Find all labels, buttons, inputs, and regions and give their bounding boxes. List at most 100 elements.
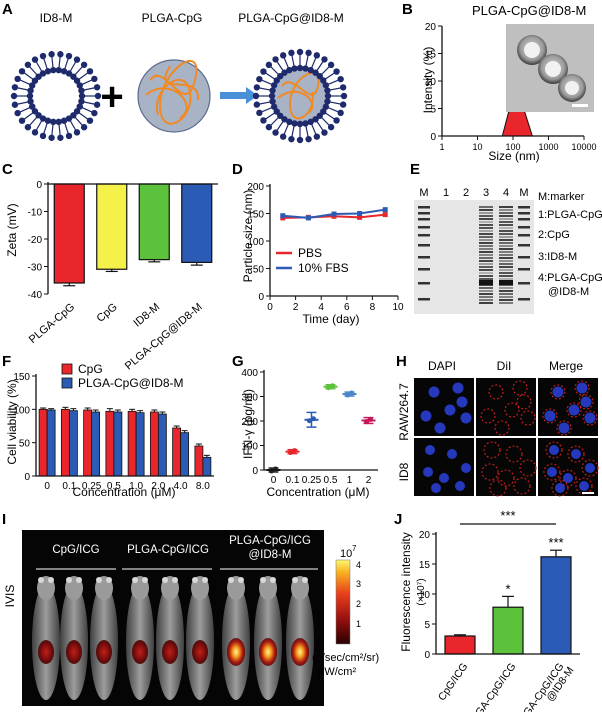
- lipid-head-outer: [296, 48, 304, 56]
- gel-legend-item: 4:PLGA-CpG: [538, 272, 602, 284]
- nucleus: [425, 445, 435, 455]
- lipid-head-inner: [50, 118, 57, 126]
- fluorescence-signal: [162, 640, 178, 664]
- chart-c-category-label: ID8-M: [132, 301, 163, 329]
- chart-f-ytick-label: 50: [19, 439, 31, 450]
- chart-g-ytick-label: 100: [241, 442, 258, 453]
- protein-band: [499, 236, 513, 238]
- chart-f-legend-swatch: [61, 363, 73, 375]
- chart-f-category-label: 2.0: [151, 481, 165, 492]
- chart-f-category-label: 0.1: [62, 481, 76, 492]
- chart-b-title: PLGA-CpG@ID8-M: [472, 3, 586, 18]
- chart-j: CpG/ICGPLGA-CpG/ICGPLGA-CpG/ICG@ID8-M***…: [419, 508, 580, 717]
- lipid-head-inner: [320, 77, 327, 84]
- lipid-head-inner: [65, 70, 73, 77]
- chart-d-ylabel: Particle size (nm): [241, 190, 255, 283]
- lipid-tail: [22, 111, 35, 121]
- nucleus: [555, 483, 565, 493]
- fluorescence-signal: [227, 638, 245, 666]
- viability-bar: [38, 408, 48, 477]
- chart-b-ytick-label: 10: [425, 77, 437, 88]
- lipid-head-outer: [86, 68, 94, 75]
- protein-band: [499, 260, 513, 262]
- membrane-stain: [543, 463, 561, 481]
- lipid-tail: [257, 87, 272, 91]
- membrane-stain: [574, 380, 590, 396]
- lipid-head-inner: [302, 65, 309, 72]
- chart-d-point: [357, 211, 363, 216]
- membrane-stain: [578, 394, 594, 410]
- nucleus: [568, 404, 580, 416]
- lipid-head-outer: [305, 49, 312, 57]
- ifn-point: [368, 417, 373, 423]
- lipid-head-outer: [86, 117, 94, 124]
- lipid-head-inner: [273, 77, 280, 84]
- chart-g-category-label: 1: [347, 475, 353, 486]
- lipid-head-outer: [321, 129, 328, 136]
- nucleus: [579, 481, 589, 491]
- chart-b-ytick-label: 0: [430, 132, 436, 143]
- nucleus: [585, 463, 595, 473]
- lipid-head-outer: [340, 92, 348, 100]
- gel-lane-label: 4: [503, 187, 509, 199]
- lipid-head-outer: [39, 52, 47, 60]
- lipid-tail: [15, 86, 30, 91]
- lipid-head-outer: [18, 117, 26, 124]
- lipid-tail: [68, 60, 78, 73]
- marker-band: [518, 282, 530, 285]
- lipid-head-inner: [307, 66, 314, 74]
- protein-band: [499, 263, 513, 265]
- fluorescence-bar: [492, 606, 524, 655]
- chart-g-category-label: 2: [366, 475, 372, 486]
- lipid-tail: [28, 115, 39, 127]
- chart-b-ytick-label: 15: [425, 50, 437, 61]
- protein-band: [479, 245, 493, 247]
- lipid-tail: [42, 121, 49, 136]
- membrane-stain: [551, 479, 569, 497]
- lipid-tail: [80, 106, 94, 114]
- lipid-head-outer: [57, 51, 64, 58]
- lipid-head-outer: [339, 84, 347, 91]
- protein-band: [479, 266, 493, 268]
- marker-band: [418, 226, 430, 229]
- marker-band: [518, 218, 530, 221]
- protein-band: [499, 227, 513, 229]
- lipid-head-inner: [65, 115, 73, 122]
- lipid-tail: [73, 65, 84, 77]
- chart-f-ytick-label: 150: [13, 372, 30, 383]
- lipid-head-outer: [333, 117, 340, 124]
- panel-letter-j: J: [394, 511, 402, 528]
- lipid-head-outer: [296, 136, 304, 144]
- lipid-head-inner: [316, 112, 323, 119]
- protein-band: [499, 257, 513, 259]
- chart-f-xlabel: Concentration (μM): [73, 485, 176, 499]
- chart-d-point: [382, 207, 388, 213]
- lipid-head-inner: [291, 65, 298, 72]
- lipid-tail: [77, 111, 90, 121]
- lipid-head-outer: [313, 133, 321, 140]
- lipid-head-outer: [91, 75, 98, 83]
- protein-band: [479, 299, 493, 301]
- lipid-tail: [305, 124, 309, 139]
- protein-band: [499, 230, 513, 232]
- membrane-stain: [556, 420, 572, 436]
- lipid-head-outer: [24, 124, 32, 131]
- lipid-head-inner: [270, 82, 278, 89]
- lipid-head-outer: [14, 109, 21, 117]
- lipid-tail: [320, 65, 331, 76]
- chart-d-point: [280, 213, 286, 219]
- microscopy-grid: [414, 378, 599, 497]
- protein-band: [499, 296, 513, 298]
- lipid-head-outer: [39, 132, 47, 140]
- lipid-tail: [34, 119, 44, 132]
- panel-j: J Fluorescence intensity (×10⁷) CpG/ICGP…: [394, 508, 580, 717]
- marker-band: [518, 268, 530, 271]
- chart-c-ytick-label: -20: [28, 235, 43, 246]
- viability-bar: [202, 456, 212, 477]
- membrane-stain: [582, 410, 598, 426]
- marker-band: [418, 234, 430, 237]
- protein-band: [479, 296, 493, 298]
- protein-band: [479, 236, 493, 238]
- nucleus: [434, 422, 446, 434]
- viability-bar: [135, 412, 145, 477]
